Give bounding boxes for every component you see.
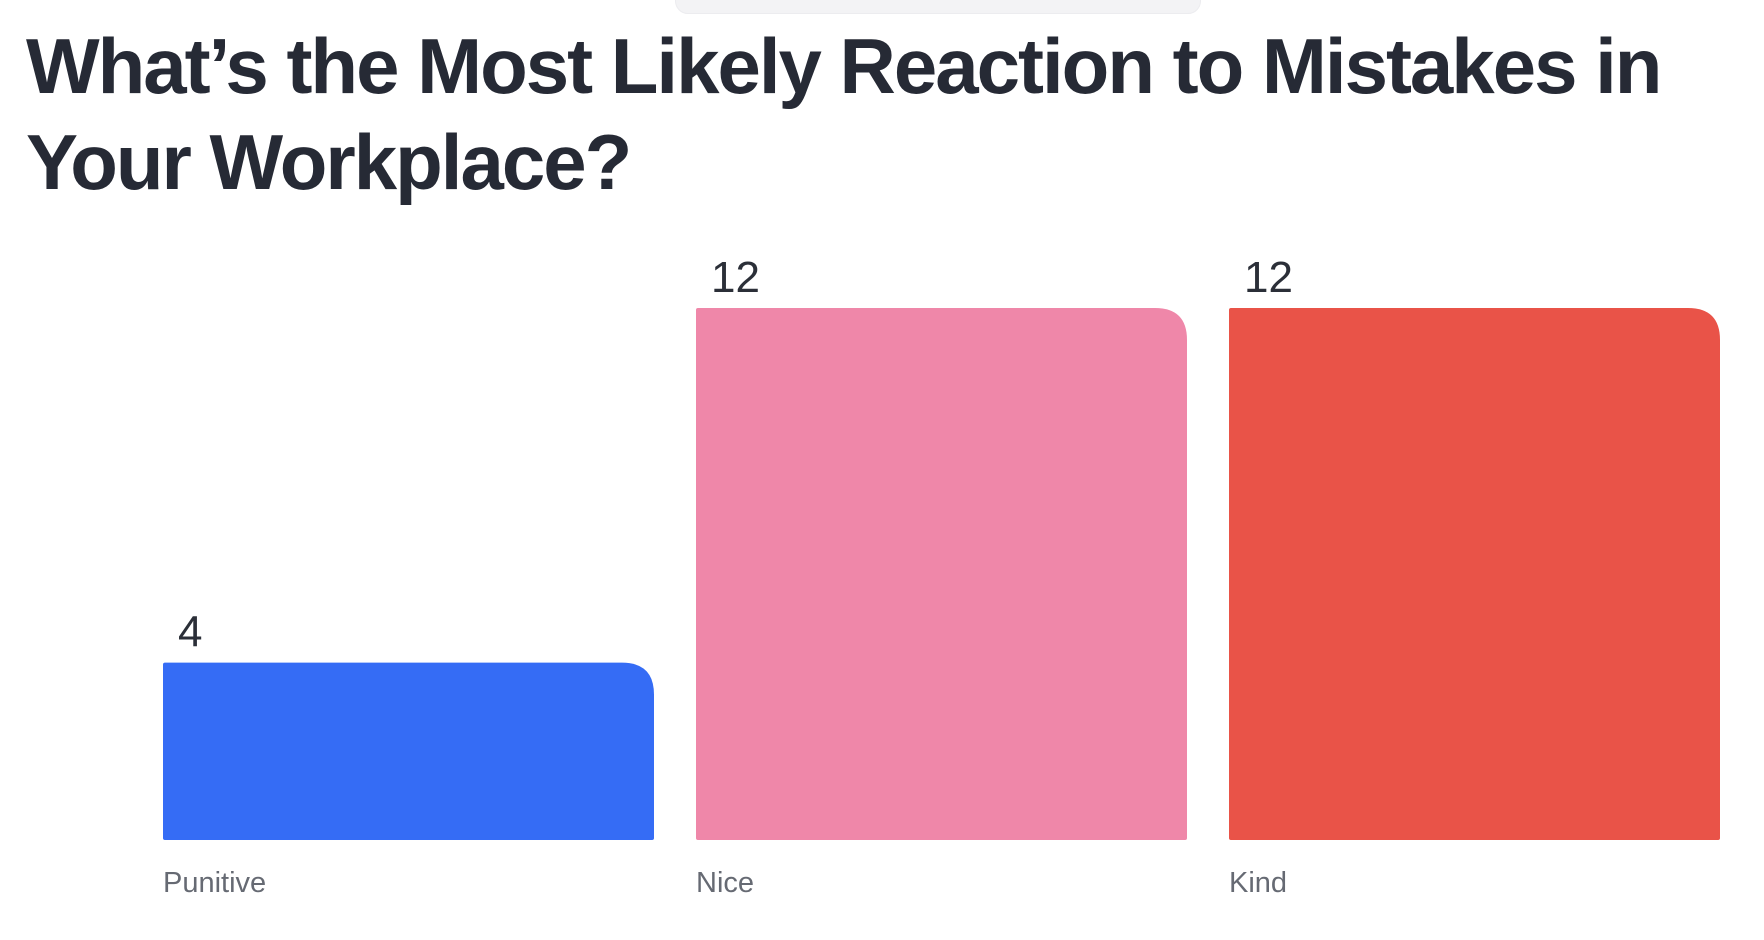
chart-title: What’s the Most Likely Reaction to Mista… [26, 22, 1662, 206]
value-label-punitive: 4 [178, 608, 202, 657]
value-label-nice: 12 [711, 253, 760, 302]
bar-nice [696, 308, 1187, 840]
category-label-punitive: Punitive [163, 867, 266, 899]
value-label-kind: 12 [1244, 253, 1293, 302]
category-label-nice: Nice [696, 867, 754, 899]
category-label-kind: Kind [1229, 867, 1287, 899]
bar-kind [1229, 308, 1720, 840]
bar-punitive [163, 662, 654, 840]
